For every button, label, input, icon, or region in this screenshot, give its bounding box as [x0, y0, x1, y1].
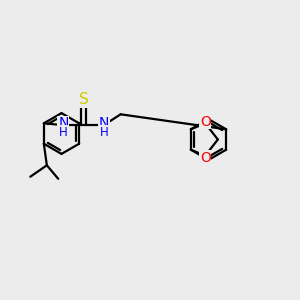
Text: O: O — [200, 115, 211, 128]
Text: H: H — [100, 125, 109, 139]
Text: N: N — [99, 116, 109, 130]
Text: O: O — [200, 151, 211, 164]
Text: H: H — [59, 125, 68, 139]
Text: S: S — [79, 92, 88, 107]
Text: N: N — [58, 116, 68, 130]
